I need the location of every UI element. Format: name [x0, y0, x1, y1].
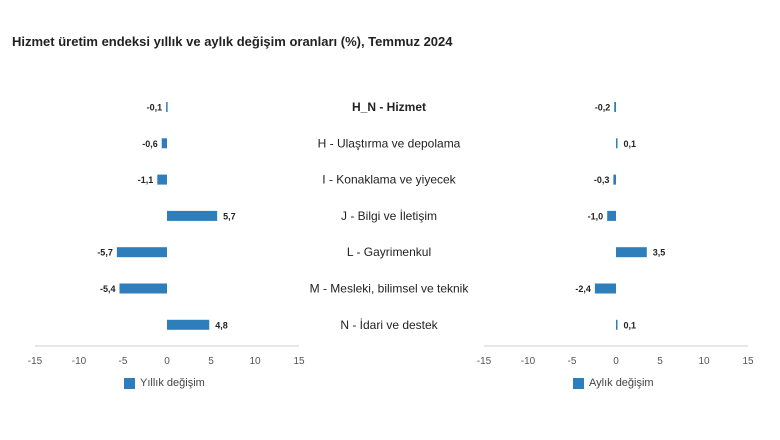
yearly-tick-label: 15 [293, 356, 305, 367]
yearly-tick-label: 5 [208, 356, 214, 367]
monthly-bar [614, 102, 616, 112]
monthly-data-label: 0,1 [624, 139, 637, 149]
monthly-tick-label: 5 [657, 356, 663, 367]
monthly-tick-label: 15 [742, 356, 754, 367]
monthly-data-label: -2,4 [575, 284, 591, 294]
yearly-data-label: -0,6 [142, 139, 158, 149]
yearly-data-label: 4,8 [215, 320, 228, 330]
category-label: H - Ulaştırma ve depolama [318, 136, 461, 150]
category-label: L - Gayrimenkul [347, 245, 431, 259]
legend-yearly: Yıllık değişim [124, 377, 205, 389]
monthly-data-label: -0,2 [595, 103, 611, 113]
legend-monthly: Aylık değişim [573, 377, 654, 389]
category-label: H_N - Hizmet [352, 100, 426, 114]
yearly-bar [157, 174, 167, 185]
monthly-data-label: 3,5 [653, 248, 666, 258]
monthly-tick-label: -5 [568, 356, 577, 367]
monthly-bar [607, 210, 616, 221]
legend-label-yearly: Yıllık değişim [140, 377, 205, 389]
yearly-data-label: 5,7 [223, 211, 236, 221]
yearly-bar [166, 102, 168, 112]
yearly-tick-label: 10 [249, 356, 261, 367]
yearly-tick-label: -10 [72, 356, 87, 367]
yearly-tick-label: 0 [164, 356, 170, 367]
category-label: N - İdari ve destek [340, 318, 438, 332]
monthly-bar [594, 283, 616, 294]
legend-label-monthly: Aylık değişim [589, 377, 654, 389]
monthly-bar [616, 319, 618, 330]
yearly-bar [167, 319, 210, 330]
yearly-data-label: -5,4 [100, 284, 116, 294]
monthly-tick-label: -10 [521, 356, 536, 367]
monthly-data-label: -0,3 [594, 175, 610, 185]
yearly-data-label: -0,1 [147, 103, 163, 113]
chart-title: Hizmet üretim endeksi yıllık ve aylık de… [12, 34, 453, 49]
yearly-data-label: -1,1 [138, 175, 154, 185]
yearly-tick-label: -5 [119, 356, 128, 367]
legend-swatch-yearly [124, 377, 135, 389]
yearly-bar [167, 210, 218, 221]
yearly-tick-label: -15 [28, 356, 43, 367]
yearly-data-label: -5,7 [97, 248, 113, 258]
monthly-tick-label: -15 [477, 356, 492, 367]
monthly-tick-label: 0 [613, 356, 619, 367]
yearly-bar [116, 247, 167, 258]
monthly-bar [616, 138, 618, 149]
legend-swatch-monthly [573, 377, 584, 389]
category-label: I - Konaklama ve yiyecek [322, 173, 456, 187]
monthly-bar [616, 247, 647, 258]
yearly-bar [161, 138, 167, 149]
monthly-bar [613, 174, 616, 185]
category-label: J - Bilgi ve İletişim [341, 209, 437, 223]
monthly-data-label: -1,0 [588, 211, 604, 221]
monthly-data-label: 0,1 [624, 320, 637, 330]
category-label: M - Mesleki, bilimsel ve teknik [310, 282, 470, 296]
monthly-tick-label: 10 [698, 356, 710, 367]
yearly-bar [119, 283, 167, 294]
